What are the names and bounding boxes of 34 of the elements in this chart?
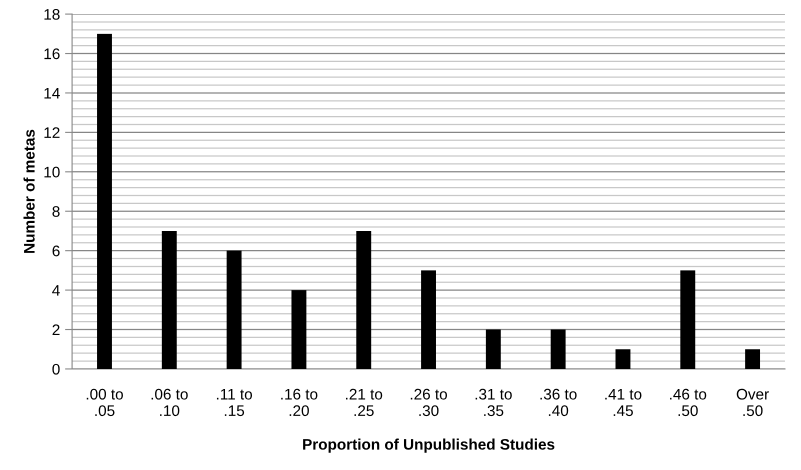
bar [680,270,696,369]
bar [162,230,177,369]
bar [486,330,501,369]
y-tick-label: 16 [44,48,60,60]
bar [356,230,372,369]
x-tick-label: .11 to .15 [216,388,252,416]
y-tick-label: 2 [52,324,60,336]
y-tick-label: 12 [44,127,60,138]
x-tick-label: .00 to .05 [86,388,123,416]
y-tick-label: 10 [44,166,60,178]
y-tick-label: 8 [52,206,60,217]
x-tick-label: Over .50 [736,388,769,416]
y-tick-label: 18 [44,8,60,20]
x-tick-label: .36 to .40 [540,388,577,416]
x-tick-label: .21 to .25 [346,388,382,416]
y-tick-label: 14 [44,88,60,98]
y-tick-label: 6 [52,246,60,256]
bar [745,349,760,369]
bar [291,290,306,369]
x-tick-label: .31 to .35 [476,388,512,416]
x-tick-label: .26 to .30 [410,388,448,416]
x-tick-label: .16 to .20 [281,388,318,416]
x-tick-label: .06 to .10 [152,388,188,416]
x-tick-label: .41 to .45 [605,388,642,416]
bar [226,250,242,369]
y-axis-title: Number of metas [23,130,35,253]
bar [97,34,112,369]
y-tick-label: 4 [52,285,60,296]
y-tick-label: 0 [52,364,60,375]
x-tick-label: .46 to .50 [670,388,706,416]
x-axis-title: Proportion of Unpublished Studies [303,438,554,453]
bar [550,330,566,369]
bar [421,270,436,369]
bar [616,349,630,369]
